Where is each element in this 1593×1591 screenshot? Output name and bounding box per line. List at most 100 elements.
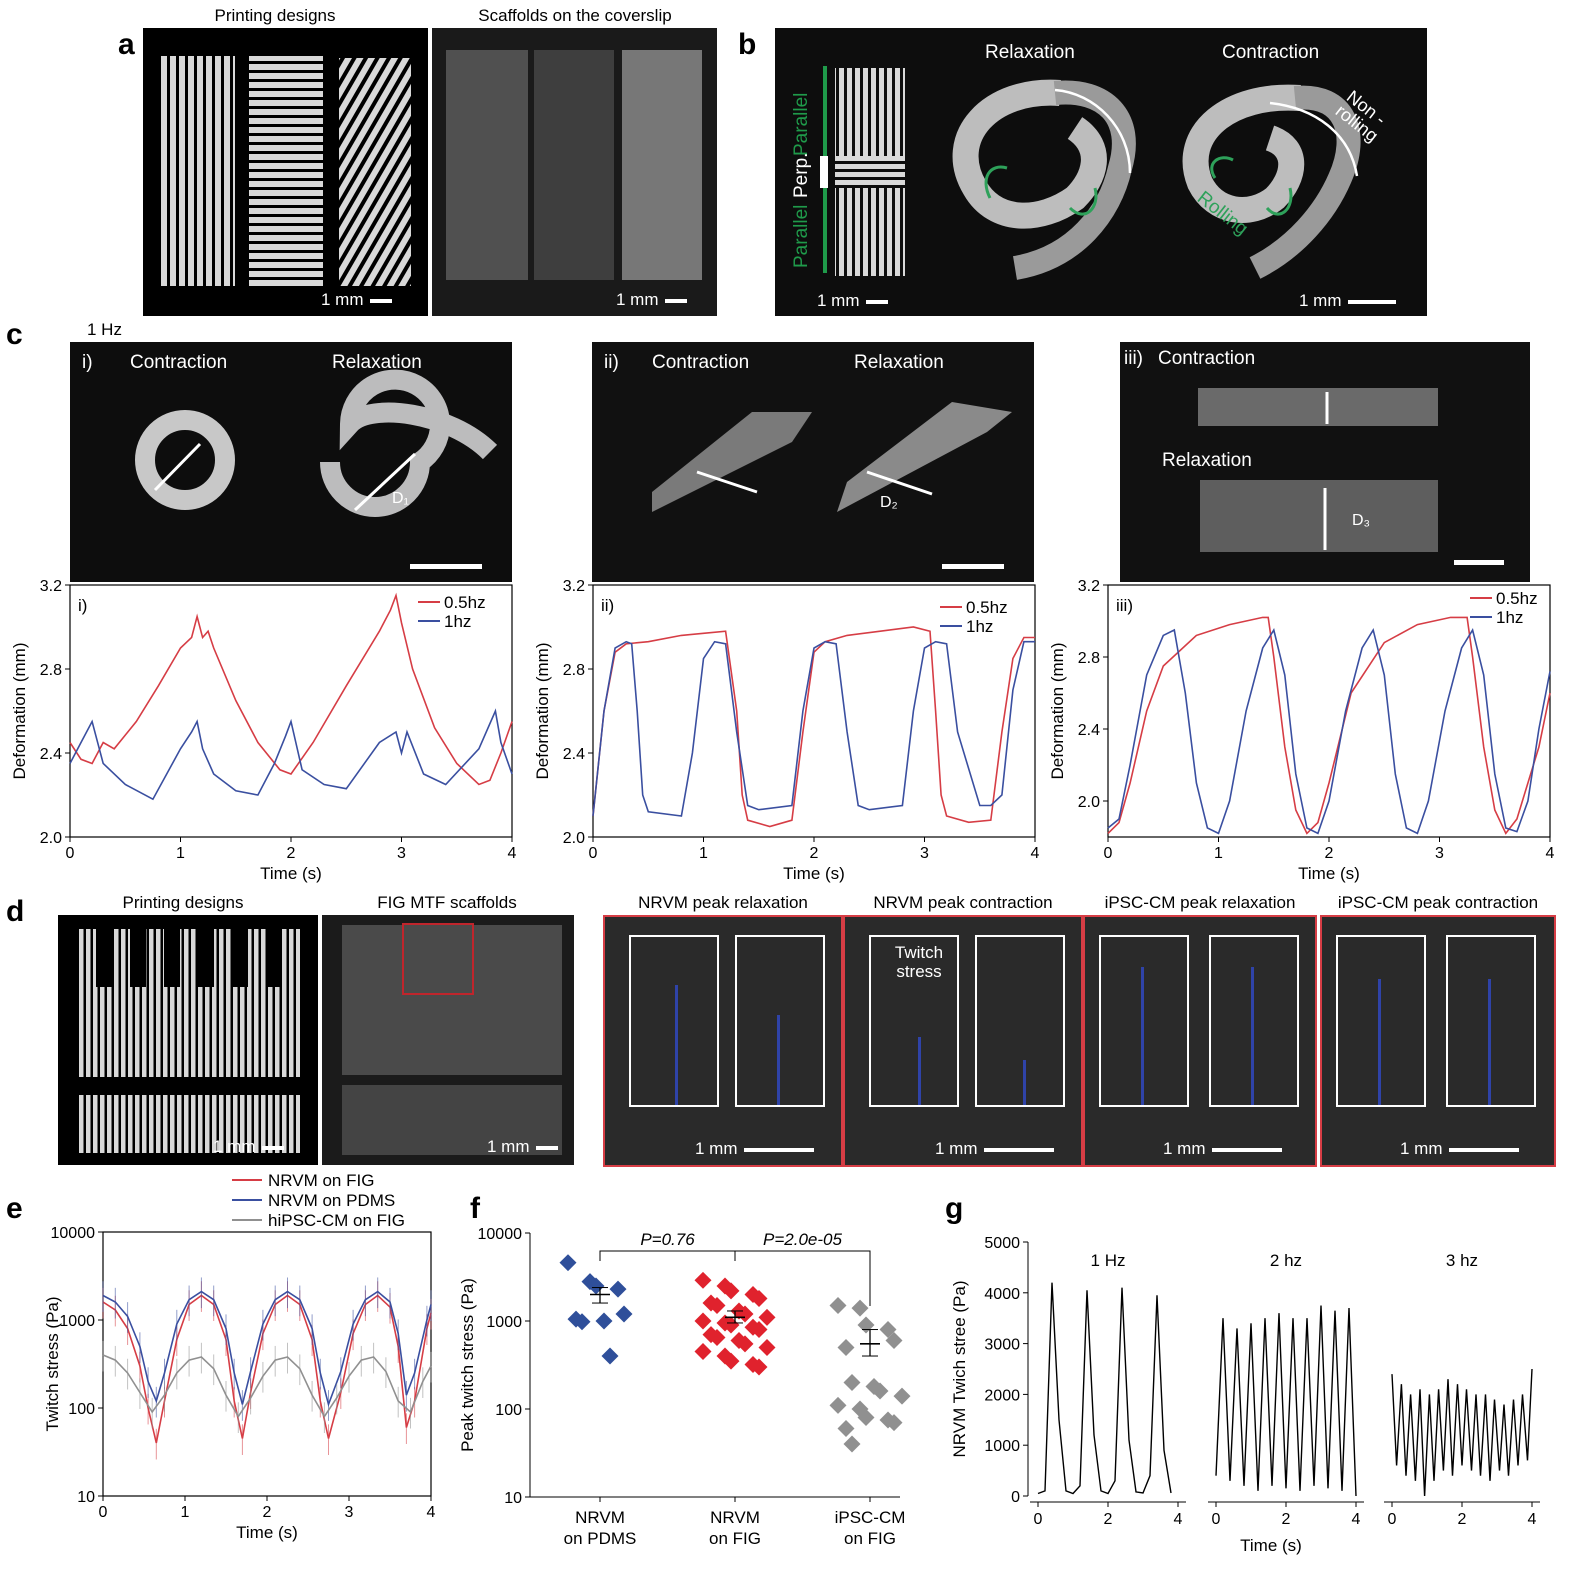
significance-bracket-1 <box>599 1250 736 1261</box>
y-tick-label: 100 <box>68 1401 95 1418</box>
y-tick-label: 1000 <box>486 1314 522 1331</box>
post-line-6 <box>1251 967 1254 1105</box>
data-point <box>694 1271 712 1289</box>
d-ipsc-relax-image: 1 mm <box>1083 915 1317 1167</box>
y-tick-label: 2.0 <box>1078 794 1100 811</box>
chart-e: 0 1 2 3 4 10 100 1000 10000 Time (s) Twitch stress… <box>43 1171 436 1542</box>
y-axis-label: NRVM Twich stree (Pa) <box>950 1281 969 1458</box>
c-i-contraction-label: Contraction <box>130 352 228 373</box>
data-point <box>758 1339 776 1356</box>
panel-label-a: a <box>118 28 135 61</box>
x-tick-label: 4 <box>508 845 517 862</box>
y-tick-label: 3.2 <box>40 580 62 595</box>
plot-frame <box>102 1231 432 1497</box>
y-tick-label: 2000 <box>984 1387 1020 1404</box>
x-tick-label: 0 <box>99 1504 108 1521</box>
legend-label-1: 1hz <box>444 612 471 631</box>
panel-label-b: b <box>738 28 757 61</box>
post-line-3 <box>918 1037 921 1105</box>
data-point <box>871 1382 889 1400</box>
data-point <box>736 1305 754 1323</box>
x-category-label: on FIG <box>844 1529 896 1548</box>
c-ii-contraction-label: Contraction <box>652 352 750 373</box>
c-ii-relaxation-label: Relaxation <box>854 352 944 373</box>
post-frame-7 <box>1336 935 1426 1107</box>
data-point <box>708 1297 726 1314</box>
chart-tag: ii) <box>601 596 614 615</box>
panel-label-c: c <box>6 318 23 351</box>
data-point <box>750 1358 768 1376</box>
series-line-0 <box>1107 616 1551 835</box>
x-tick-label: 3 <box>397 845 406 862</box>
d-mtf-top <box>342 925 562 1075</box>
x-tick-label: 4 <box>1031 845 1040 862</box>
scaffold-2 <box>534 50 614 280</box>
y-tick-label: 3000 <box>984 1337 1020 1354</box>
data-point <box>837 1420 855 1438</box>
post-line-5 <box>1141 967 1144 1105</box>
p-value-2: P=2.0e-05 <box>763 1230 842 1249</box>
c-i-relaxation-label: Relaxation <box>332 352 422 373</box>
post-frame-3 <box>869 935 959 1107</box>
x-tick-label: 0 <box>1212 1511 1221 1528</box>
x-tick-label: 0 <box>66 845 75 862</box>
c-i-image: i) Contraction Relaxation D₁ <box>70 342 512 582</box>
c-iii-image: iii) Contraction Relaxation D₃ <box>1120 342 1530 582</box>
c-iii-contraction-label: Contraction <box>1158 348 1256 369</box>
series-line-1 <box>69 708 513 801</box>
y-tick-label: 0 <box>1011 1489 1020 1506</box>
panel-label-g: g <box>945 1192 964 1225</box>
trace-line <box>1391 1368 1533 1497</box>
y-tick-label: 2.8 <box>40 662 62 679</box>
y-tick-label: 1000 <box>984 1438 1020 1455</box>
x-category-label: on FIG <box>709 1529 761 1548</box>
data-point <box>843 1374 861 1391</box>
y-tick-label: 5000 <box>984 1235 1020 1252</box>
trace-line <box>1037 1282 1172 1495</box>
y-axis-label: Peak twitch stress (Pa) <box>458 1278 477 1452</box>
scale-bar-b-right: 1 mm <box>1299 291 1396 311</box>
data-point <box>601 1347 619 1365</box>
d-nrvm-contract-image: Twitch stress 1 mm <box>843 915 1083 1167</box>
printing-designs-image: 1 mm <box>143 28 428 316</box>
post-frame-1 <box>629 935 719 1107</box>
x-tick-label: 2 <box>1325 845 1334 862</box>
c-i-tag: i) <box>82 352 93 373</box>
y-tick-label: 10000 <box>51 1225 96 1242</box>
subplot-title: 1 Hz <box>1091 1251 1126 1270</box>
series-line-2 <box>102 1354 432 1419</box>
x-tick-label: 2 <box>287 845 296 862</box>
y-tick-label: 10000 <box>478 1226 523 1243</box>
d-cap-ipsc-contract: iPSC-CM peak contraction <box>1337 893 1539 912</box>
data-point <box>893 1387 911 1405</box>
series-line-0 <box>592 626 1035 828</box>
c-iii-relaxation-label: Relaxation <box>1162 450 1252 471</box>
d-nrvm-relax-image: 1 mm <box>603 915 843 1167</box>
data-point <box>694 1343 712 1361</box>
scale-bar-a-left: 1 mm <box>321 290 392 310</box>
x-tick-label: 1 <box>181 1504 190 1521</box>
data-point <box>609 1280 627 1298</box>
legend-label-1: NRVM on PDMS <box>268 1191 395 1210</box>
x-category-label: NRVM <box>575 1508 625 1527</box>
legend-label-1: 1hz <box>966 617 993 636</box>
d-printing-designs-image: 1 mm <box>58 915 318 1165</box>
data-point <box>615 1305 633 1323</box>
data-point <box>885 1414 903 1432</box>
subplot-title: 2 hz <box>1270 1251 1302 1270</box>
x-tick-label: 2 <box>810 845 819 862</box>
x-tick-label: 1 <box>176 845 185 862</box>
legend-label-1: 1hz <box>1496 608 1523 627</box>
d-fig-mtf-image: 1 mm <box>322 915 574 1165</box>
c-ii-tag: ii) <box>604 352 619 373</box>
d-cap-nrvm-contract: NRVM peak contraction <box>873 893 1053 912</box>
scale-bar-b-left: 1 mm <box>817 291 888 311</box>
mtf-designs-drawing <box>78 929 300 1153</box>
x-tick-label: 4 <box>1352 1511 1361 1528</box>
y-tick-label: 2.8 <box>563 662 585 679</box>
y-tick-label: 2.0 <box>40 830 62 847</box>
d-roi-box <box>402 923 474 995</box>
series-line-1 <box>592 640 1035 817</box>
x-tick-label: 0 <box>1034 1511 1043 1528</box>
subplot-title: 3 hz <box>1446 1251 1478 1270</box>
